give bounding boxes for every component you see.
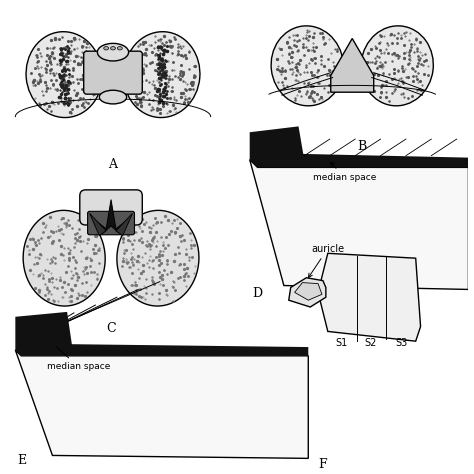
Text: B: B — [357, 140, 366, 153]
Text: S2: S2 — [365, 338, 377, 348]
FancyBboxPatch shape — [80, 190, 142, 225]
Text: F: F — [318, 458, 327, 471]
Ellipse shape — [104, 46, 109, 50]
Text: auricle: auricle — [309, 244, 345, 277]
Polygon shape — [90, 213, 106, 236]
FancyBboxPatch shape — [88, 211, 135, 235]
Polygon shape — [289, 278, 326, 307]
Text: A: A — [109, 158, 118, 171]
Text: C: C — [106, 322, 116, 335]
Text: median space: median space — [313, 163, 376, 182]
Ellipse shape — [97, 44, 128, 61]
Text: D: D — [253, 288, 263, 301]
Polygon shape — [96, 200, 126, 233]
Text: median space: median space — [47, 339, 110, 372]
Text: E: E — [17, 455, 27, 467]
Polygon shape — [15, 342, 308, 356]
Ellipse shape — [23, 210, 105, 306]
Polygon shape — [15, 350, 308, 458]
Ellipse shape — [100, 90, 127, 104]
Polygon shape — [250, 127, 303, 162]
Polygon shape — [250, 152, 468, 167]
Ellipse shape — [271, 26, 344, 106]
FancyBboxPatch shape — [84, 51, 142, 94]
Polygon shape — [331, 38, 374, 92]
Polygon shape — [250, 160, 468, 290]
Ellipse shape — [118, 46, 122, 50]
Polygon shape — [318, 253, 420, 341]
Ellipse shape — [117, 210, 199, 306]
Ellipse shape — [361, 26, 433, 106]
Ellipse shape — [110, 46, 116, 50]
Polygon shape — [15, 312, 72, 351]
Ellipse shape — [124, 32, 200, 118]
Text: S1: S1 — [336, 338, 347, 348]
Polygon shape — [116, 213, 133, 236]
Text: S3: S3 — [395, 338, 407, 348]
Ellipse shape — [26, 32, 102, 118]
Polygon shape — [295, 283, 322, 300]
